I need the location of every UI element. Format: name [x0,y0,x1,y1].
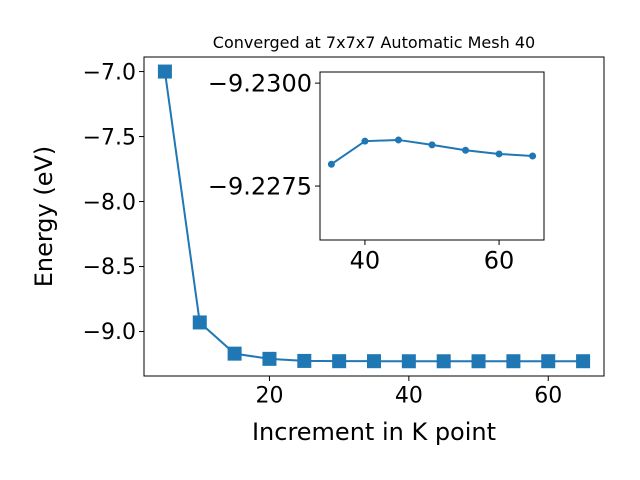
x-tick-label: 40 [350,246,381,274]
marker [262,351,277,366]
x-tick-label: 60 [534,384,562,409]
marker [428,141,436,149]
x-tick-label: 40 [395,384,423,409]
y-tick-label: −9.2300 [208,70,312,98]
x-tick-label: 20 [255,384,283,409]
marker [227,346,242,361]
marker [462,146,470,154]
y-tick-label: −7.5 [83,125,136,150]
marker [529,152,537,160]
marker [506,354,521,369]
axes-frame [143,56,605,377]
y-tick-label: −9.0 [83,320,136,345]
y-tick-label: −9.2275 [208,172,312,200]
marker [471,354,486,369]
marker [332,354,347,369]
y-axis-label: Energy (eV) [30,146,58,288]
y-tick-label: −8.5 [83,255,136,280]
inset-background [320,72,544,240]
y-tick-label: −8.0 [83,190,136,215]
marker [394,136,402,144]
marker [541,354,556,369]
marker [495,150,503,158]
x-axis-label: Increment in K point [252,418,496,446]
marker [367,354,381,369]
marker [297,353,312,368]
marker [361,137,369,145]
marker [327,160,335,168]
marker [401,354,416,369]
y-tick-label: −7.0 [83,60,136,85]
marker [576,354,591,369]
marker [157,64,172,79]
x-tick-label: 60 [484,246,515,274]
marker [436,354,451,369]
axes-frame [319,71,545,241]
marker [192,315,207,330]
chart-title: Converged at 7x7x7 Automatic Mesh 40 [213,33,535,52]
